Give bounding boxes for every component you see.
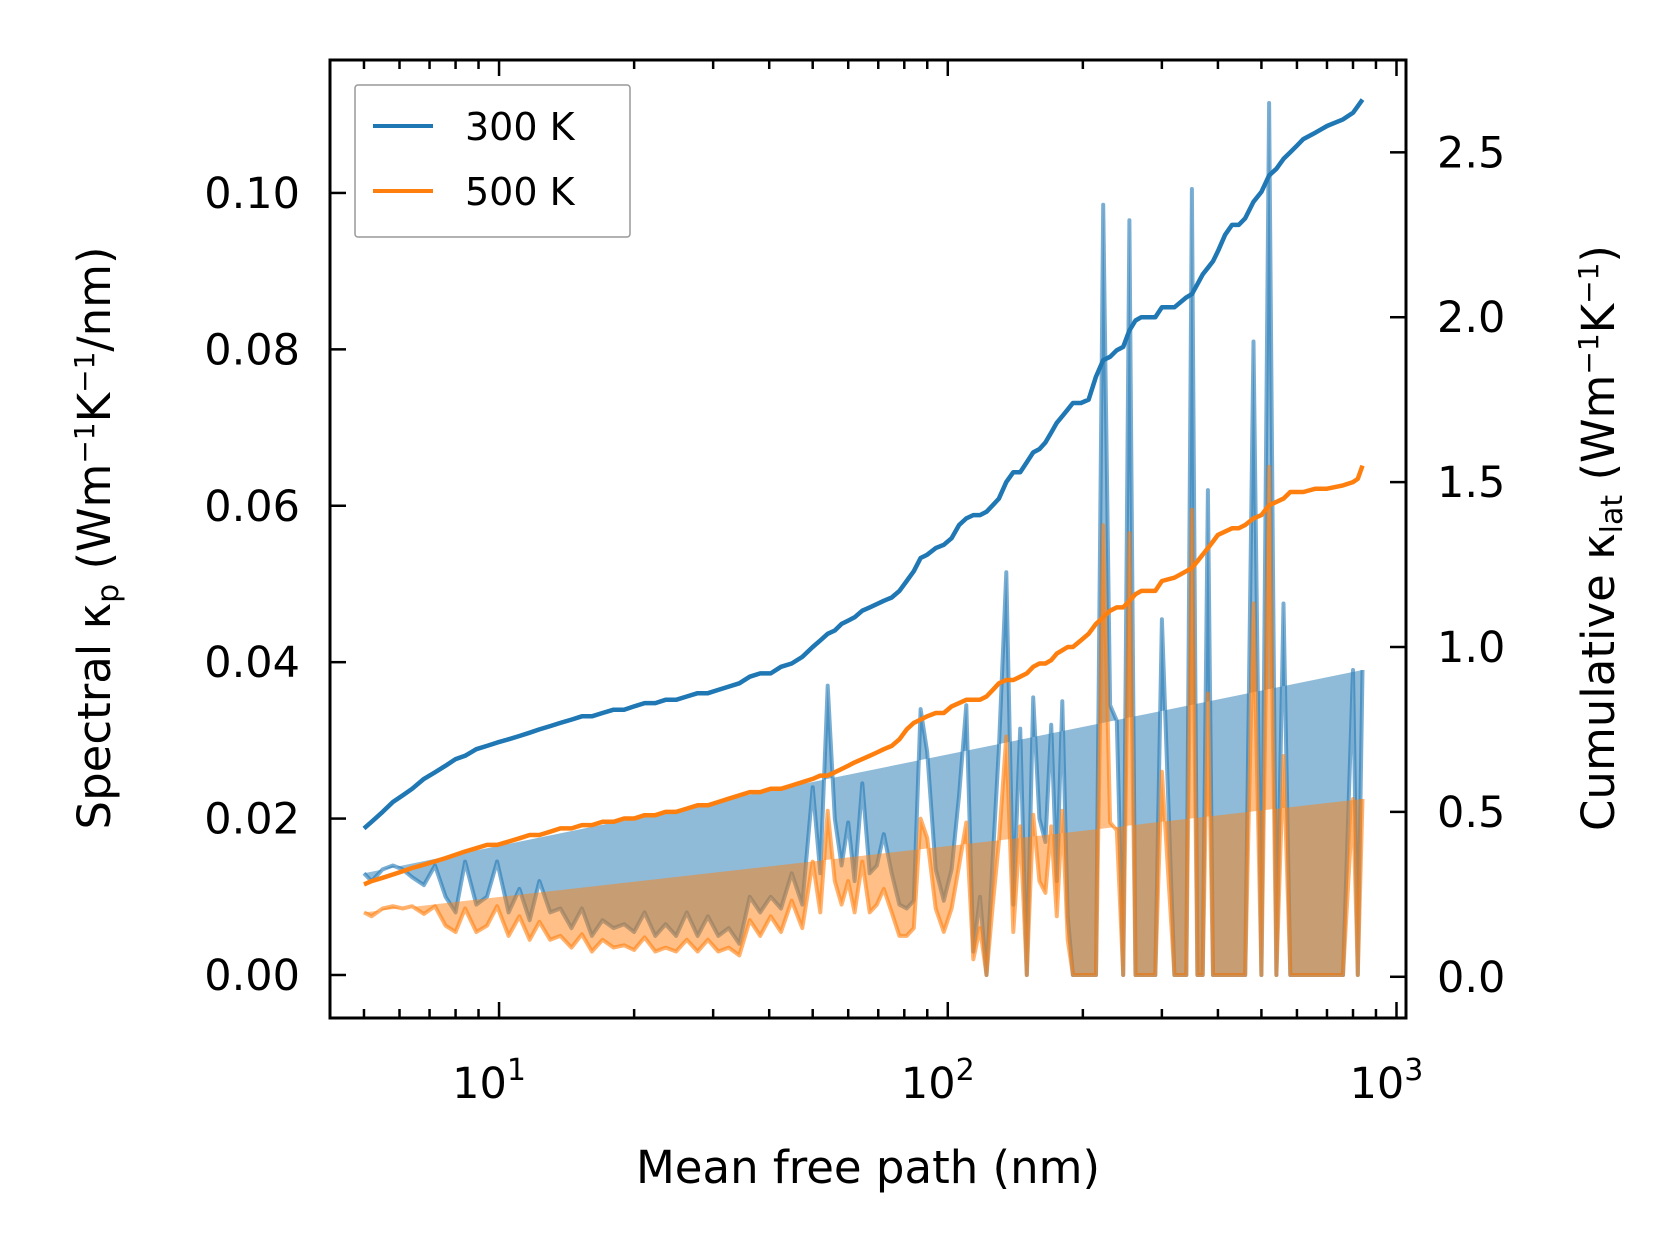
right-y-tick-label: 0.0 <box>1437 953 1505 1003</box>
left-y-tick-label: 0.10 <box>204 169 300 219</box>
cumulative-line-300k <box>362 98 1365 831</box>
right-y-axis-label: Cumulative κlat (Wm−1K−1) <box>1572 245 1630 831</box>
left-y-tick-label: 0.04 <box>204 638 300 688</box>
spectral-line-500k <box>363 464 1365 977</box>
x-tick-label: 102 <box>901 1053 975 1109</box>
cumulative-line-500k <box>363 464 1365 887</box>
left-y-axis-label: Spectral κp (Wm−1K−1/nm) <box>68 246 126 829</box>
right-y-tick-label: 2.0 <box>1437 293 1505 343</box>
series-line-layer <box>362 98 1365 887</box>
right-y-tick-label: 2.5 <box>1437 128 1505 178</box>
right-y-tick-label: 0.5 <box>1437 788 1505 838</box>
left-y-tick-label: 0.08 <box>204 325 300 375</box>
legend-box <box>354 84 631 238</box>
left-y-tick-label: 0.06 <box>204 482 300 532</box>
legend-label-500k: 500 K <box>465 170 576 214</box>
right-y-tick-label: 1.5 <box>1437 458 1505 508</box>
tick-layer: 101 102 1030.000.020.040.060.080.100.00.51… <box>204 60 1505 1109</box>
plot-frame <box>328 58 1408 1020</box>
legend: 300 K 500 K <box>354 84 631 238</box>
left-y-tick-label: 0.00 <box>204 951 300 1001</box>
x-axis-label: Mean free path (nm) <box>636 1141 1100 1194</box>
spectral-fill-layer <box>362 101 1365 977</box>
right-y-tick-label: 1.0 <box>1437 623 1505 673</box>
legend-label-300k: 300 K <box>465 105 576 149</box>
left-y-tick-label: 0.02 <box>204 795 300 845</box>
